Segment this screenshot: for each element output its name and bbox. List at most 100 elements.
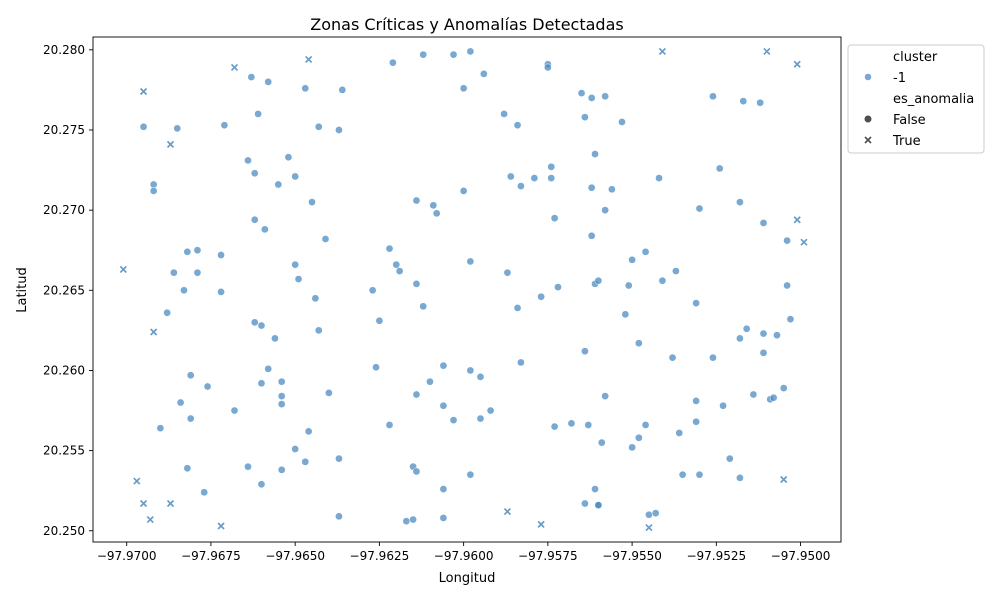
data-point: [577, 89, 586, 97]
data-point: [176, 398, 185, 407]
data-point: [163, 308, 171, 317]
data-point: [217, 288, 225, 296]
data-point: [749, 390, 758, 399]
anomaly-point: [150, 328, 158, 336]
data-point: [608, 185, 616, 194]
data-point: [675, 429, 684, 437]
anomaly-point: [800, 238, 808, 246]
y-axis-label: Latitud: [15, 267, 30, 313]
data-point: [368, 286, 377, 295]
data-point: [277, 466, 286, 474]
data-point: [294, 275, 303, 283]
data-point: [466, 47, 475, 56]
data-point: [156, 424, 165, 433]
data-point: [601, 206, 609, 214]
data-point: [581, 499, 589, 508]
data-point: [186, 371, 195, 380]
data-point: [439, 401, 448, 410]
anomaly-point: [166, 140, 175, 149]
anomaly-point: [793, 216, 801, 224]
legend: cluster -1 es_anomalia False True: [847, 44, 985, 154]
data-point: [530, 174, 539, 182]
data-point: [291, 445, 300, 453]
data-point: [594, 276, 603, 285]
data-point: [786, 315, 795, 324]
y-tick-label: 20.260: [43, 363, 85, 377]
data-point: [264, 365, 273, 373]
data-point: [250, 215, 259, 224]
data-point: [257, 321, 266, 330]
data-point: [783, 236, 791, 245]
data-point: [695, 470, 704, 479]
data-point: [692, 299, 700, 307]
data-point: [672, 267, 680, 275]
data-point: [180, 286, 188, 295]
data-point: [193, 268, 202, 277]
data-point: [257, 480, 266, 489]
data-point: [736, 198, 744, 206]
data-point: [634, 433, 643, 442]
data-point: [587, 231, 596, 240]
data-point: [517, 182, 525, 190]
data-point: [641, 247, 650, 256]
data-point: [149, 187, 158, 195]
data-point: [621, 310, 630, 319]
data-point: [264, 78, 273, 86]
x-tick-label: −97.9625: [350, 549, 410, 563]
data-point: [479, 70, 488, 78]
data-point: [645, 510, 653, 519]
data-point: [419, 50, 428, 59]
data-point: [550, 422, 559, 431]
data-point: [385, 421, 394, 429]
data-point: [715, 164, 724, 173]
data-point: [618, 118, 626, 126]
data-point: [247, 73, 256, 81]
data-point: [395, 267, 404, 275]
x-tick-label: −97.9700: [97, 549, 157, 563]
anomaly-point: [658, 47, 667, 56]
data-point: [486, 406, 495, 415]
data-point: [567, 419, 576, 428]
data-point: [314, 122, 323, 131]
data-point: [466, 257, 475, 266]
data-point: [439, 485, 448, 493]
data-point: [544, 63, 552, 72]
series-false: [139, 47, 795, 526]
data-point: [372, 363, 380, 372]
data-point: [594, 501, 603, 509]
data-point: [769, 393, 778, 402]
data-point: [658, 276, 667, 285]
data-point: [597, 438, 606, 447]
data-point: [274, 180, 283, 189]
data-point: [277, 400, 286, 408]
legend-false-marker: [864, 115, 872, 123]
data-point: [581, 347, 589, 356]
chart-title: Zonas Críticas y Anomalías Detectadas: [310, 15, 623, 34]
data-point: [503, 268, 512, 277]
data-point: [655, 174, 663, 182]
data-point: [277, 377, 286, 386]
legend-frame: [847, 44, 985, 154]
data-point: [449, 416, 458, 425]
data-point: [325, 389, 333, 397]
data-point: [311, 294, 320, 303]
data-point: [466, 366, 475, 375]
data-point: [426, 377, 434, 386]
data-point: [139, 122, 148, 131]
data-point: [193, 246, 202, 255]
anomaly-point: [305, 55, 313, 64]
data-point: [183, 247, 192, 256]
data-point: [591, 150, 599, 158]
data-point: [335, 126, 343, 134]
x-tick-label: −97.9575: [518, 549, 578, 563]
data-point: [742, 324, 751, 333]
data-point: [335, 454, 343, 463]
data-point: [244, 462, 252, 471]
data-point: [736, 334, 744, 343]
data-point: [183, 464, 192, 473]
series-true: [119, 47, 808, 532]
data-point: [244, 156, 252, 165]
data-point: [271, 334, 279, 343]
x-tick-label: −97.9550: [602, 549, 662, 563]
